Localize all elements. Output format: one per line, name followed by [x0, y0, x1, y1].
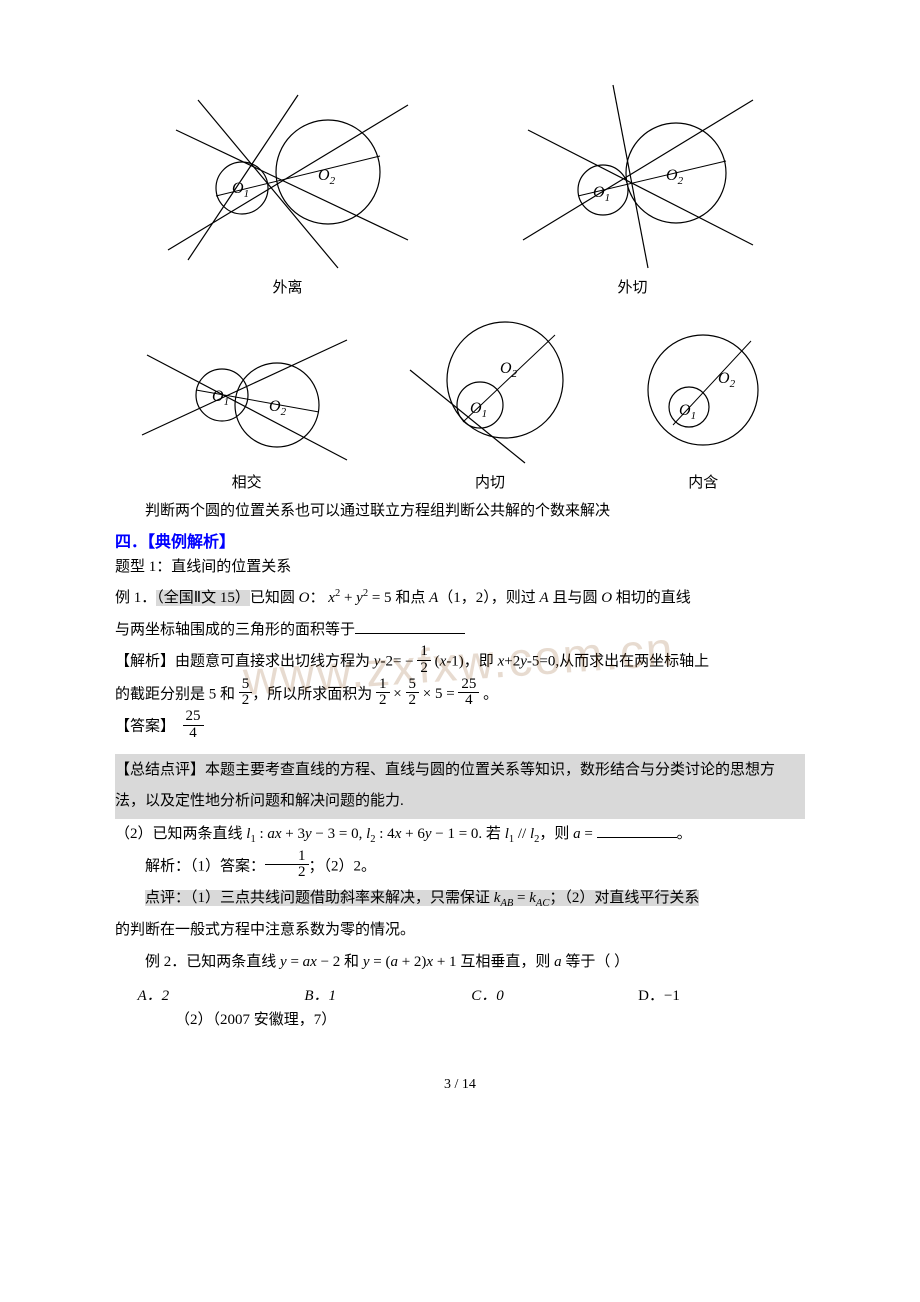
an-l2b: ，所以所求面积为 — [252, 686, 376, 702]
ex1-O: O — [299, 590, 310, 606]
judge-line: 判断两个圆的位置关系也可以通过联立方程组判断公共解的个数来解决 — [115, 496, 805, 528]
ex1-t6: 相切的直线 — [612, 590, 691, 606]
ex2-eq2: y = (a + 2)x + 1 — [363, 954, 457, 970]
opt-B: B．1 — [304, 988, 336, 1004]
diagram-row-2: O1 O2 相交 O1 O2 内切 O1 — [115, 305, 805, 492]
an-y2: y — [520, 654, 527, 670]
an-l2a: 的截距分别是 5 和 — [115, 686, 239, 702]
sol-label: 解析： — [145, 858, 190, 874]
svg-text:O2: O2 — [500, 360, 518, 380]
opt-A: A．2 — [138, 988, 170, 1004]
ex2-end: 等于（ ） — [562, 954, 630, 970]
diagram-xiangjiao: O1 O2 相交 — [137, 315, 357, 492]
label-neiqie: 内切 — [400, 471, 580, 492]
p2-end: 。 — [677, 826, 692, 842]
answer-label: 【答案】 — [115, 719, 175, 735]
p2-t3: ，则 — [539, 826, 573, 842]
summary-block: 【总结点评】本题主要考查直线的方程、直线与圆的位置关系等知识，数形结合与分类讨论… — [115, 754, 805, 819]
svg-text:O2: O2 — [269, 398, 287, 418]
part2-line: （2）已知两条直线 l1 : ax + 3y − 3 = 0, l2 : 4x … — [115, 819, 805, 851]
svg-text:O1: O1 — [679, 402, 696, 422]
an-t4: -1)，即 — [446, 654, 497, 670]
frac-52: 52 — [239, 677, 253, 710]
label-waiqie: 外切 — [503, 276, 763, 297]
p2-t2: 若 — [482, 826, 505, 842]
p2-a: a — [573, 826, 581, 842]
ex1-t4: （1，2），则过 — [438, 590, 539, 606]
ex2-a: a — [554, 954, 562, 970]
ex2-and: 和 — [340, 954, 363, 970]
ex1-eq: x2 + y2 = 5 — [328, 590, 391, 606]
opt-C: C．0 — [471, 988, 504, 1004]
analysis-line1: 【解析】由题意可直接求出切线方程为 y-2= − 12 (x-1)，即 x+2y… — [115, 646, 805, 679]
p2-l2: l2 : 4x + 6y − 1 = 0. — [366, 826, 482, 842]
blank-2 — [597, 822, 677, 838]
an-t6: -5=0,从而求出在两坐标轴上 — [527, 654, 709, 670]
ex1-t5: 且与圆 — [549, 590, 602, 606]
comment-line2: 的判断在一般式方程中注意系数为零的情况。 — [115, 915, 805, 947]
example1-line1: 例 1．（全国Ⅱ文 15）已知圆 O： x2 + y2 = 5 和点 A（1，2… — [115, 583, 805, 615]
an-t1: 由题意可直接求出切线方程为 — [175, 654, 374, 670]
section4-title: 四．【典例解析】 — [115, 528, 805, 552]
diagram-neiqie: O1 O2 内切 — [400, 305, 580, 492]
sol-t1: （1）答案： — [190, 858, 265, 874]
topic-type1: 题型 1：直线间的位置关系 — [115, 552, 805, 584]
svg-text:O1: O1 — [470, 400, 487, 420]
comment-line1: 点评：（1）三点共线问题借助斜率来解决，只需保证 kAB = kAC；（2）对直… — [115, 883, 805, 915]
summary-text: 本题主要考查直线的方程、直线与圆的位置关系等知识，数形结合与分类讨论的思想方法，… — [115, 762, 775, 810]
an-t2: -2= — [380, 654, 401, 670]
analysis-line2: 的截距分别是 5 和 52，所以所求面积为 12 × 52 × 5 = 254 … — [115, 679, 805, 712]
area-calc: 12 × 52 × 5 = 254 — [376, 686, 479, 702]
options-row: A．2 B．1 C．0 D．−1 — [115, 984, 805, 1005]
ex1-l2: 与两坐标轴围成的三角形的面积等于 — [115, 622, 355, 638]
answer-val: 254 — [183, 709, 204, 742]
example1-line2: 与两坐标轴围成的三角形的面积等于 — [115, 615, 805, 647]
answer-line: 【答案】 254 — [115, 711, 805, 744]
ex1-A2: A — [540, 590, 549, 606]
ex2-rest: 互相垂直，则 — [457, 954, 555, 970]
blank-1 — [355, 618, 465, 634]
label-waili: 外离 — [158, 276, 418, 297]
p2-t1: （2）已知两条直线 — [115, 826, 246, 842]
diagram-row-1: O1 O2 外离 O1 O2 — [115, 70, 805, 297]
summary-label: 【总结点评】 — [115, 762, 205, 778]
solution-line: 解析：（1）答案：12；（2）2。 — [115, 851, 805, 884]
cm-k: kAB = kAC — [494, 890, 550, 906]
ex2-pre: 例 2．已知两条直线 — [145, 954, 280, 970]
p2-l1: l1 : ax + 3y − 3 = 0, — [246, 826, 366, 842]
sol-half: 12 — [265, 849, 309, 882]
ex1-pre: 例 1． — [115, 590, 156, 606]
diagram-waiqie: O1 O2 外切 — [503, 70, 763, 297]
label-xiangjiao: 相交 — [137, 471, 357, 492]
ex1-t2: ： — [310, 590, 325, 606]
comment-label: 点评： — [145, 890, 190, 906]
svg-text:O2: O2 — [666, 167, 684, 187]
diagram-waili: O1 O2 外离 — [158, 90, 418, 297]
cm-t2: ；（2）对直线平行关系 — [549, 890, 699, 906]
sol-t2: ；（2）2。 — [309, 858, 377, 874]
opt-D: D．−1 — [638, 988, 680, 1004]
ex1-t3: 和点 — [392, 590, 430, 606]
page-number: 3 / 14 — [115, 1077, 805, 1093]
ex1-O2: O — [601, 590, 612, 606]
neg-half: − 12 — [405, 654, 431, 670]
p2-par: l1 // l2 — [505, 826, 540, 842]
cm-t1: （1）三点共线问题借助斜率来解决，只需保证 — [190, 890, 494, 906]
example2-line: 例 2．已知两条直线 y = ax − 2 和 y = (a + 2)x + 1… — [115, 947, 805, 979]
diagram-neihan: O1 O2 内含 — [623, 315, 783, 492]
ex2-eq1: y = ax − 2 — [280, 954, 340, 970]
label-neihan: 内含 — [623, 471, 783, 492]
svg-text:O1: O1 — [593, 184, 610, 204]
ex1-source: （全国Ⅱ文 15） — [156, 590, 250, 606]
ex2-ref: （2）（2007 安徽理，7） — [115, 1005, 805, 1037]
page: www.zxfxw.com.cn O1 O2 外离 — [0, 0, 920, 1133]
ex1-A: A — [429, 590, 438, 606]
an-t5: +2 — [504, 654, 520, 670]
ex1-t1: 已知圆 — [250, 590, 299, 606]
analysis-label: 【解析】 — [115, 654, 175, 670]
